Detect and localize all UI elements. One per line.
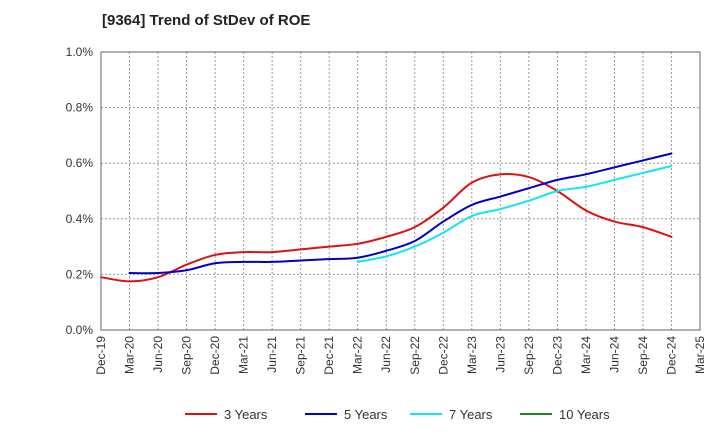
x-tick-label: Dec-24 bbox=[664, 336, 678, 375]
x-tick-label: Dec-20 bbox=[208, 336, 222, 375]
x-tick-label: Dec-23 bbox=[550, 336, 564, 375]
x-axis: Dec-19 Mar-20 Jun-20 Sep-20 Dec-20 Mar-21 Jun-… bbox=[94, 336, 707, 375]
y-tick-label: 1.0% bbox=[66, 45, 94, 59]
legend-label: 7 Years bbox=[449, 407, 493, 422]
x-tick-label: Dec-21 bbox=[322, 336, 336, 375]
plot-area bbox=[101, 52, 700, 330]
legend-item: 10 Years bbox=[520, 407, 610, 422]
legend-label: 3 Years bbox=[224, 407, 268, 422]
y-tick-label: 0.4% bbox=[66, 212, 94, 226]
x-tick-label: Jun-22 bbox=[379, 336, 393, 373]
series-line-3 bbox=[356, 164, 673, 263]
y-tick-label: 0.2% bbox=[66, 267, 94, 281]
x-tick-label: Sep-20 bbox=[180, 336, 194, 375]
x-tick-label: Jun-20 bbox=[151, 336, 165, 373]
x-tick-label: Dec-19 bbox=[94, 336, 108, 375]
x-tick-label: Sep-22 bbox=[408, 336, 422, 375]
x-tick-label: Mar-21 bbox=[237, 336, 251, 374]
x-tick-label: Sep-23 bbox=[522, 336, 536, 375]
x-tick-label: Jun-23 bbox=[493, 336, 507, 373]
x-tick-label: Jun-21 bbox=[265, 336, 279, 373]
x-tick-label: Mar-23 bbox=[465, 336, 479, 374]
x-tick-label: Mar-22 bbox=[351, 336, 365, 374]
y-tick-label: 0.8% bbox=[66, 101, 94, 115]
series-line-2 bbox=[128, 152, 673, 275]
legend-item: 7 Years bbox=[410, 407, 493, 422]
legend-item: 3 Years bbox=[185, 407, 268, 422]
x-tick-label: Mar-20 bbox=[123, 336, 137, 374]
series-line-1 bbox=[100, 172, 673, 283]
x-tick-label: Mar-24 bbox=[579, 336, 593, 374]
y-tick-label: 0.6% bbox=[66, 156, 94, 170]
legend-label: 10 Years bbox=[559, 407, 610, 422]
legend-label: 5 Years bbox=[344, 407, 388, 422]
chart-title: [9364] Trend of StDev of ROE bbox=[102, 12, 311, 29]
legend: 3 Years 5 Years 7 Years 10 Years bbox=[185, 407, 610, 422]
x-tick-label: Sep-24 bbox=[636, 336, 650, 375]
series-layer bbox=[100, 152, 673, 283]
y-tick-label: 0.0% bbox=[66, 323, 94, 337]
x-tick-label: Jun-24 bbox=[607, 336, 621, 373]
x-tick-label: Mar-25 bbox=[693, 336, 707, 374]
plot-border bbox=[100, 51, 701, 331]
y-axis: 0.0% 0.2% 0.4% 0.6% 0.8% 1.0% bbox=[66, 45, 94, 337]
legend-item: 5 Years bbox=[305, 407, 388, 422]
x-tick-label: Dec-22 bbox=[436, 336, 450, 375]
x-tick-label: Sep-21 bbox=[294, 336, 308, 375]
